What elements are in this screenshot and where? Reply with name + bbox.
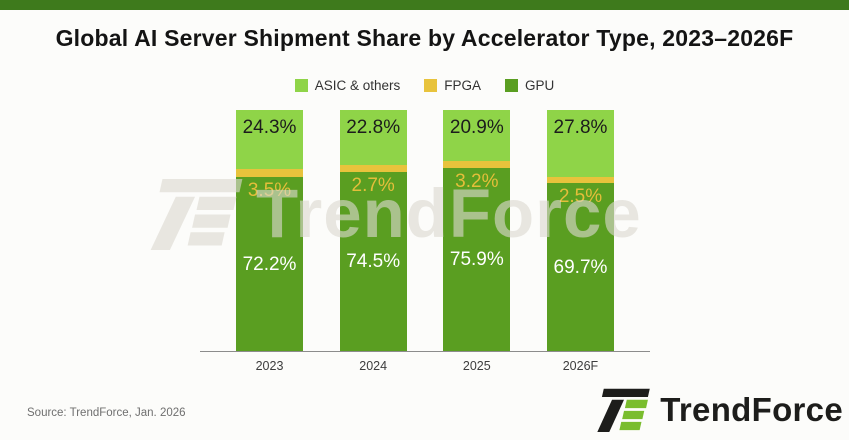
bar-segment-gpu-2024: 74.5% [339, 171, 407, 352]
bar-column-2025: 20.9% 3.2% 75.9% 2025 [443, 110, 511, 373]
bar-column-2026f: 27.8% 2.5% 69.7% 2026F [546, 110, 614, 373]
trendforce-logo: TrendForce [596, 386, 843, 432]
value-label: 69.7% [553, 256, 608, 278]
x-axis-label-2024: 2024 [359, 359, 388, 373]
x-axis-label-2023: 2023 [255, 359, 284, 373]
bar-segment-asic-others-2025: 20.9% [443, 110, 511, 161]
legend-swatch-asic-icon [294, 79, 308, 92]
legend-item-asic-others: ASIC & others [294, 78, 401, 93]
legend-label-gpu: GPU [525, 78, 555, 93]
x-axis-line [200, 350, 650, 352]
value-label: 24.3% [242, 117, 297, 138]
legend-label-fpga: FPGA [444, 78, 482, 93]
value-label: 72.2% [242, 253, 297, 275]
bar-segment-asic-others-2024: 22.8% [339, 110, 407, 166]
legend-swatch-fpga-icon [424, 79, 438, 92]
value-label: 3.2% [455, 171, 499, 193]
trendforce-logo-icon [597, 388, 651, 432]
top-banner [0, 0, 849, 10]
bar-segment-fpga-2024: 2.7% [339, 165, 407, 196]
legend-label-asic: ASIC & others [314, 78, 401, 93]
value-label: 75.9% [449, 249, 504, 271]
bars: 24.3% 3.5% 72.2% 2023 22.8% 2.7% 74.5% 2024 20.9… [200, 110, 650, 373]
plot-area: 24.3% 3.5% 72.2% 2023 22.8% 2.7% 74.5% 2024 20.9… [200, 110, 650, 373]
bar-column-2024: 22.8% 2.7% 74.5% 2024 [339, 110, 407, 373]
bar-segment-fpga-2025: 3.2% [443, 160, 511, 192]
value-label: 3.5% [247, 180, 292, 202]
value-label: 22.8% [346, 117, 401, 138]
bar-segment-gpu-2025: 75.9% [443, 168, 511, 352]
value-label: 74.5% [346, 250, 401, 272]
bar-segment-fpga-2026f: 2.5% [546, 177, 614, 207]
legend-item-fpga: FPGA [424, 78, 481, 93]
bar-segment-gpu-2026f: 69.7% [546, 183, 614, 352]
x-axis-label-2025: 2025 [462, 359, 491, 373]
value-label: 20.9% [449, 117, 504, 138]
chart-title: Global AI Server Shipment Share by Accel… [55, 25, 794, 51]
value-label: 27.8% [553, 117, 608, 138]
value-label: 2.5% [558, 186, 603, 208]
bar-segment-fpga-2023: 3.5% [236, 168, 303, 201]
legend: ASIC & others FPGA GPU [0, 78, 849, 93]
bar-segment-asic-others-2023: 24.3% [236, 110, 303, 169]
trendforce-logo-text: TrendForce [660, 390, 843, 428]
bar-segment-asic-others-2026f: 27.8% [546, 110, 614, 178]
x-axis-label-2026f: 2026F [562, 359, 599, 373]
legend-swatch-gpu-icon [505, 79, 519, 92]
value-label: 2.7% [351, 174, 395, 196]
source-note: Source: TrendForce, Jan. 2026 [27, 407, 186, 419]
bar-column-2023: 24.3% 3.5% 72.2% 2023 [236, 110, 303, 373]
legend-item-gpu: GPU [505, 78, 554, 93]
bar-segment-gpu-2023: 72.2% [236, 177, 303, 352]
